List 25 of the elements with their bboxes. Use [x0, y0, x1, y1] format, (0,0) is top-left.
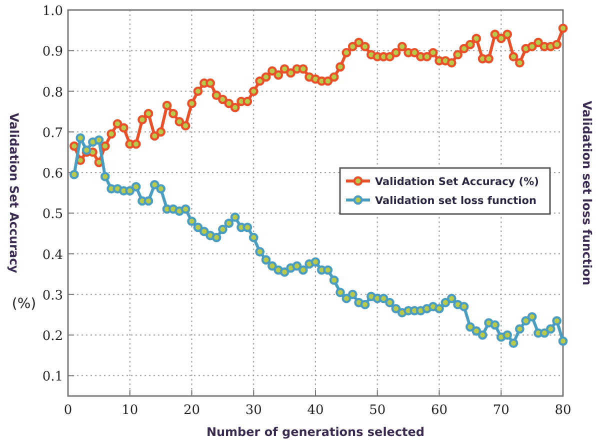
- y-tick-label: 0.5: [42, 207, 63, 222]
- y-tick-label: 0.1: [42, 370, 63, 385]
- text: (%): [12, 296, 36, 312]
- y-tick-label: 0.2: [42, 329, 63, 344]
- y2-axis-title: Validation set loss function: [580, 100, 594, 286]
- legend-label: Validation set loss function: [375, 195, 536, 207]
- x-tick-label: 70: [492, 403, 510, 418]
- x-tick-label: 40: [307, 403, 324, 418]
- x-axis-title: Number of generations selected: [206, 425, 425, 439]
- y-axis-title: Validation Set Accuracy: [7, 112, 21, 274]
- x-tick-label: 30: [245, 403, 262, 418]
- x-tick-label: 80: [554, 403, 572, 418]
- y-tick-label: 0.8: [42, 85, 63, 100]
- y-tick-label: 0.7: [42, 126, 63, 141]
- x-tick-label: 20: [183, 403, 200, 418]
- x-tick-label: 60: [430, 403, 448, 418]
- y-tick-label: 0.4: [42, 248, 63, 263]
- y-tick-label: 0.9: [42, 44, 63, 60]
- legend-label: Validation Set Accuracy (%): [375, 176, 539, 188]
- x-tick-label: 10: [122, 403, 138, 418]
- y-tick-label: 1.0: [42, 4, 63, 19]
- y-tick-label: 0.3: [42, 288, 63, 304]
- y-tick-label: 0.6: [42, 166, 63, 182]
- x-tick-label: 50: [369, 403, 386, 418]
- x-tick-label: 0: [64, 403, 72, 418]
